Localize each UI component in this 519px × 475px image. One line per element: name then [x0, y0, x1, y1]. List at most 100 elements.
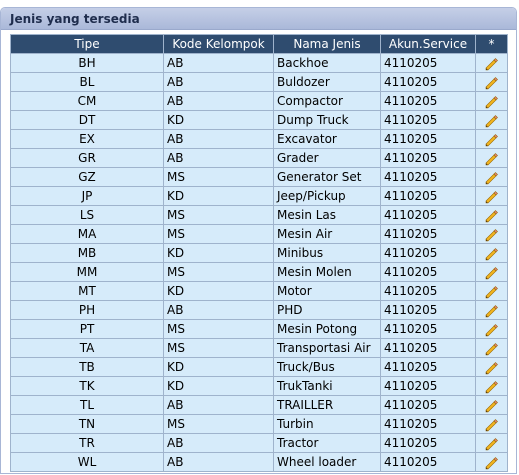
cell-edit: [475, 186, 508, 206]
cell-tipe: TR: [10, 433, 164, 453]
cell-tipe: TB: [10, 357, 164, 377]
cell-edit: [475, 319, 508, 339]
cell-edit: [475, 53, 508, 73]
cell-nama-jenis: Excavator: [273, 129, 381, 149]
pencil-icon[interactable]: [485, 209, 499, 223]
cell-kode-kelompok: KD: [163, 243, 274, 263]
pencil-icon[interactable]: [485, 133, 499, 147]
cell-nama-jenis: Buldozer: [273, 72, 381, 92]
cell-tipe: CM: [10, 91, 164, 111]
cell-nama-jenis: Compactor: [273, 91, 381, 111]
cell-akun-service: 4110205: [380, 129, 476, 149]
table-row[interactable]: MT KD Motor 4110205: [10, 281, 508, 301]
column-header-akun-service[interactable]: Akun.Service: [380, 34, 476, 54]
pencil-icon[interactable]: [485, 228, 499, 242]
pencil-icon[interactable]: [485, 247, 499, 261]
cell-tipe: PH: [10, 300, 164, 320]
pencil-icon[interactable]: [485, 456, 499, 470]
pencil-icon[interactable]: [485, 57, 499, 71]
column-header-nama-jenis[interactable]: Nama Jenis: [273, 34, 381, 54]
table-row[interactable]: BH AB Backhoe 4110205: [10, 53, 508, 73]
cell-akun-service: 4110205: [380, 452, 476, 472]
pencil-icon[interactable]: [485, 342, 499, 356]
pencil-icon[interactable]: [485, 380, 499, 394]
cell-nama-jenis: TRAILLER: [273, 395, 381, 415]
pencil-icon[interactable]: [485, 190, 499, 204]
pencil-icon[interactable]: [485, 266, 499, 280]
cell-akun-service: 4110205: [380, 110, 476, 130]
pencil-icon[interactable]: [485, 171, 499, 185]
cell-akun-service: 4110205: [380, 167, 476, 187]
cell-tipe: MT: [10, 281, 164, 301]
cell-kode-kelompok: MS: [163, 319, 274, 339]
pencil-icon[interactable]: [485, 152, 499, 166]
pencil-icon[interactable]: [485, 323, 499, 337]
table-row[interactable]: TN MS Turbin 4110205: [10, 414, 508, 434]
cell-kode-kelompok: MS: [163, 338, 274, 358]
cell-nama-jenis: Truck/Bus: [273, 357, 381, 377]
cell-edit: [475, 357, 508, 377]
cell-nama-jenis: PHD: [273, 300, 381, 320]
pencil-icon[interactable]: [485, 285, 499, 299]
cell-tipe: JP: [10, 186, 164, 206]
table-row[interactable]: BL AB Buldozer 4110205: [10, 72, 508, 92]
cell-tipe: GZ: [10, 167, 164, 187]
table-row[interactable]: DT KD Dump Truck 4110205: [10, 110, 508, 130]
cell-tipe: TA: [10, 338, 164, 358]
table-row[interactable]: TR AB Tractor 4110205: [10, 433, 508, 453]
pencil-icon[interactable]: [485, 304, 499, 318]
table-row[interactable]: PT MS Mesin Potong 4110205: [10, 319, 508, 339]
cell-edit: [475, 167, 508, 187]
table-row[interactable]: MB KD Minibus 4110205: [10, 243, 508, 263]
cell-nama-jenis: Mesin Molen: [273, 262, 381, 282]
table-row[interactable]: WL AB Wheel loader 4110205: [10, 452, 508, 472]
cell-nama-jenis: Motor: [273, 281, 381, 301]
pencil-icon[interactable]: [485, 114, 499, 128]
table-row[interactable]: MA MS Mesin Air 4110205: [10, 224, 508, 244]
table-row[interactable]: EX AB Excavator 4110205: [10, 129, 508, 149]
table-row[interactable]: JP KD Jeep/Pickup 4110205: [10, 186, 508, 206]
cell-nama-jenis: Generator Set: [273, 167, 381, 187]
cell-kode-kelompok: KD: [163, 281, 274, 301]
pencil-icon[interactable]: [485, 418, 499, 432]
cell-akun-service: 4110205: [380, 262, 476, 282]
cell-edit: [475, 376, 508, 396]
cell-nama-jenis: Transportasi Air: [273, 338, 381, 358]
cell-edit: [475, 205, 508, 225]
pencil-icon[interactable]: [485, 76, 499, 90]
panel-title: Jenis yang tersedia: [1, 8, 516, 30]
table-row[interactable]: MM MS Mesin Molen 4110205: [10, 262, 508, 282]
cell-edit: [475, 414, 508, 434]
cell-nama-jenis: Minibus: [273, 243, 381, 263]
cell-tipe: TL: [10, 395, 164, 415]
cell-kode-kelompok: MS: [163, 205, 274, 225]
table-body: BH AB Backhoe 4110205 BL AB Buldozer 4110205 CM A…: [10, 53, 508, 472]
cell-edit: [475, 395, 508, 415]
table-row[interactable]: TK KD TrukTanki 4110205: [10, 376, 508, 396]
column-header-kode-kelompok[interactable]: Kode Kelompok: [163, 34, 274, 54]
cell-kode-kelompok: AB: [163, 129, 274, 149]
pencil-icon[interactable]: [485, 95, 499, 109]
pencil-icon[interactable]: [485, 399, 499, 413]
table-row[interactable]: TB KD Truck/Bus 4110205: [10, 357, 508, 377]
cell-tipe: MA: [10, 224, 164, 244]
pencil-icon[interactable]: [485, 437, 499, 451]
table-row[interactable]: PH AB PHD 4110205: [10, 300, 508, 320]
pencil-icon[interactable]: [485, 361, 499, 375]
equipment-types-table: Tipe Kode Kelompok Nama Jenis Akun.Servi…: [10, 34, 508, 472]
cell-nama-jenis: Turbin: [273, 414, 381, 434]
cell-nama-jenis: TrukTanki: [273, 376, 381, 396]
cell-kode-kelompok: KD: [163, 186, 274, 206]
cell-kode-kelompok: AB: [163, 148, 274, 168]
cell-tipe: TN: [10, 414, 164, 434]
table-row[interactable]: TA MS Transportasi Air 4110205: [10, 338, 508, 358]
table-row[interactable]: GZ MS Generator Set 4110205: [10, 167, 508, 187]
table-row[interactable]: CM AB Compactor 4110205: [10, 91, 508, 111]
cell-akun-service: 4110205: [380, 243, 476, 263]
table-row[interactable]: LS MS Mesin Las 4110205: [10, 205, 508, 225]
cell-edit: [475, 129, 508, 149]
table-row[interactable]: GR AB Grader 4110205: [10, 148, 508, 168]
cell-kode-kelompok: AB: [163, 72, 274, 92]
table-row[interactable]: TL AB TRAILLER 4110205: [10, 395, 508, 415]
column-header-tipe[interactable]: Tipe: [10, 34, 164, 54]
